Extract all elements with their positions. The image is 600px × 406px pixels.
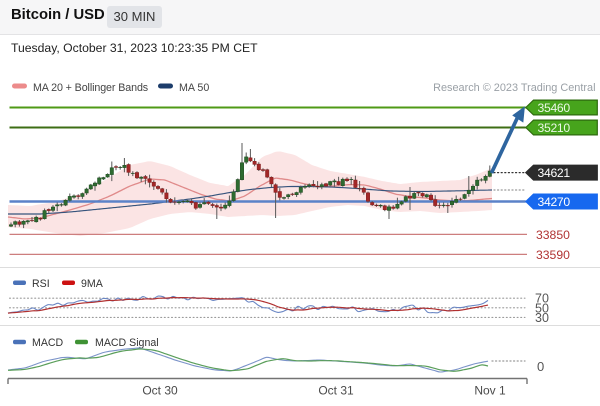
svg-text:0: 0 [537, 359, 544, 374]
svg-text:9MA: 9MA [81, 278, 104, 290]
svg-text:Oct 30: Oct 30 [142, 384, 178, 398]
svg-text:35460: 35460 [538, 101, 571, 115]
svg-text:Research © 2023 Trading Centra: Research © 2023 Trading Central [433, 82, 595, 94]
svg-text:34621: 34621 [538, 166, 571, 180]
svg-text:Nov 1: Nov 1 [474, 384, 506, 398]
svg-text:33590: 33590 [536, 248, 570, 262]
svg-text:70: 70 [535, 292, 549, 306]
svg-text:33850: 33850 [536, 228, 570, 242]
svg-text:34270: 34270 [538, 195, 571, 209]
svg-text:MACD Signal: MACD Signal [95, 337, 159, 349]
svg-text:30: 30 [535, 311, 549, 325]
svg-text:50: 50 [535, 301, 549, 315]
svg-text:35210: 35210 [538, 121, 571, 135]
svg-text:MACD: MACD [32, 337, 64, 349]
svg-text:RSI: RSI [32, 278, 50, 290]
svg-text:MA 50: MA 50 [179, 82, 209, 94]
svg-text:Oct 31: Oct 31 [318, 384, 354, 398]
svg-text:MA 20 + Bollinger Bands: MA 20 + Bollinger Bands [33, 82, 148, 94]
